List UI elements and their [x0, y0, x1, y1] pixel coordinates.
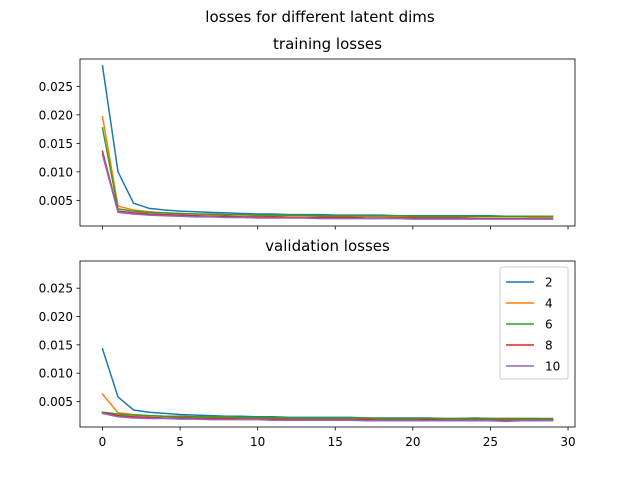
validation-axes-frame — [79, 260, 576, 428]
validation-legend: 2 4 6 8 10 — [499, 266, 569, 380]
validation-x-tick-label: 0 — [99, 435, 107, 449]
training-y-tick-label: 0.015 — [39, 137, 73, 151]
validation-y-tick-label: 0.025 — [39, 282, 73, 296]
validation-axis-ticks: 0.005 0.010 0.015 0.020 0.025 0 5 10 15 20 25 30 — [39, 282, 576, 449]
training-axes-frame — [79, 58, 576, 227]
legend-box — [499, 266, 569, 380]
validation-losses-title: validation losses — [265, 237, 390, 255]
legend-label-6: 6 — [545, 318, 553, 332]
figure-suptitle: losses for different latent dims — [205, 8, 435, 26]
training-series-line-2 — [101, 64, 554, 218]
training-series-line-10 — [101, 153, 554, 220]
validation-losses-panel: validation losses 0.0050.0100.0150.0200.… — [39, 237, 576, 449]
legend-label-2: 2 — [545, 276, 553, 290]
training-y-tick-label: 0.010 — [39, 165, 73, 179]
legend-label-4: 4 — [545, 297, 553, 311]
training-losses-panel: training losses 0.005 0.010 0.015 0.020 0.02… — [39, 35, 576, 230]
validation-x-tick-label: 30 — [560, 435, 575, 449]
training-y-tick-label: 0.005 — [39, 194, 73, 208]
validation-y-tick-label: 0.005 — [39, 395, 73, 409]
validation-series-line-6 — [101, 411, 554, 420]
validation-y-tick-label: 0.020 — [39, 310, 73, 324]
validation-x-tick-label: 5 — [176, 435, 184, 449]
training-y-tick-label: 0.020 — [39, 108, 73, 122]
training-series-line-6 — [101, 127, 554, 218]
validation-series-layer — [101, 347, 554, 423]
validation-y-tick-label: 0.010 — [39, 367, 73, 381]
validation-x-tick-label: 15 — [328, 435, 343, 449]
training-series-layer — [101, 64, 554, 220]
training-axis-ticks: 0.005 0.010 0.015 0.020 0.025 — [39, 80, 569, 230]
validation-x-tick-label: 10 — [250, 435, 265, 449]
training-series-line-4 — [101, 115, 554, 219]
legend-label-8: 8 — [545, 339, 553, 353]
legend-label-10: 10 — [545, 360, 560, 374]
training-losses-title: training losses — [273, 35, 382, 53]
training-y-tick-label: 0.025 — [39, 80, 73, 94]
validation-x-tick-label: 25 — [483, 435, 498, 449]
training-series-line-8 — [101, 150, 554, 220]
validation-series-line-10 — [101, 412, 554, 423]
validation-series-line-2 — [101, 347, 554, 420]
validation-y-tick-label: 0.015 — [39, 338, 73, 352]
validation-x-tick-label: 20 — [405, 435, 420, 449]
